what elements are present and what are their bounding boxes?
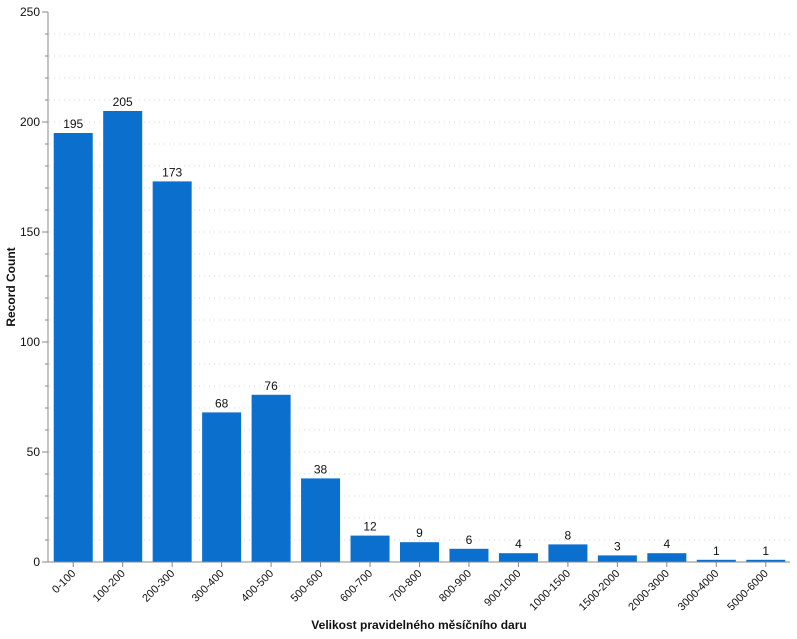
y-tick-label: 150 [20,225,40,239]
data-label: 8 [565,528,572,542]
bar [597,555,637,562]
y-tick-label: 250 [20,5,40,19]
y-tick-label: 0 [33,555,40,569]
data-label: 6 [466,533,473,547]
bar [350,535,390,562]
bar [647,553,687,562]
x-tick-label: 3000-4000 [676,568,722,614]
x-tick-label: 1000-1500 [527,568,573,614]
x-tick-label: 500-600 [289,568,326,605]
gridlines [49,33,790,541]
bar [400,542,439,562]
y-tick-label: 100 [20,335,40,349]
x-tick-label: 2000-3000 [626,568,672,614]
bar [251,394,291,562]
x-tick-label: 1500-2000 [577,568,623,614]
x-tick-label: 300-400 [190,568,227,605]
bar [301,478,341,562]
data-label: 68 [215,396,229,410]
bar [498,553,538,562]
bar [449,548,489,562]
data-label: 76 [264,379,278,393]
x-tick-label: 800-900 [437,568,474,605]
bar [202,412,242,562]
data-label: 195 [63,117,83,131]
bar [696,559,736,562]
bar [103,111,143,562]
x-tick-label: 100-200 [91,568,128,605]
data-label: 3 [614,539,621,553]
y-tick-label: 200 [20,115,40,129]
data-label: 38 [314,462,328,476]
bar [548,544,588,562]
bars: 195 205 173 68 76 38 12 9 6 4 8 3 4 1 1 [53,95,786,562]
bar [746,559,786,562]
x-axis-title: Velikost pravidelného měsíčního daru [311,618,526,632]
x-tick-label: 600-700 [338,568,375,605]
bar [53,133,93,562]
data-label: 1 [713,544,720,558]
data-label: 205 [113,95,133,109]
data-label: 4 [515,537,522,551]
data-label: 1 [762,544,769,558]
x-tick-label: 900-1000 [482,568,523,609]
x-tick-label: 5000-6000 [725,568,771,614]
y-tick-label: 50 [27,445,41,459]
bar [152,181,192,562]
data-label: 9 [416,526,423,540]
data-label: 173 [162,165,182,179]
y-axis-title: Record Count [4,247,18,326]
x-tick-label: 200-300 [140,568,177,605]
data-label: 12 [363,520,377,534]
data-label: 4 [663,537,670,551]
x-tick-label: 0-100 [50,568,78,596]
x-tick-label: 700-800 [388,568,425,605]
x-tick-label: 400-500 [239,568,276,605]
